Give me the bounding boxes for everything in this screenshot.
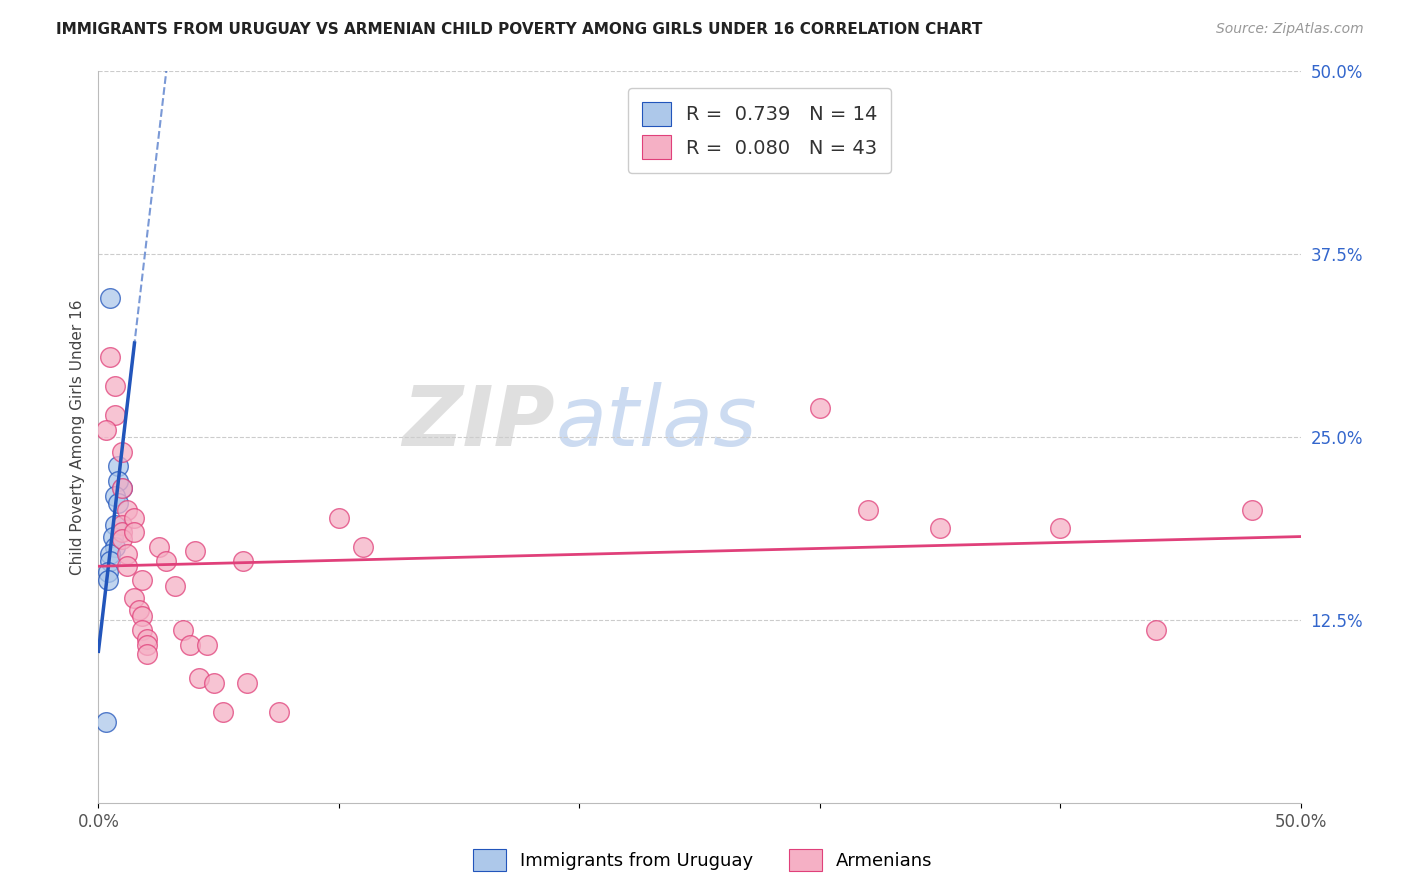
Point bbox=[100, 554, 122, 568]
Point bbox=[117, 547, 139, 561]
Point bbox=[172, 623, 194, 637]
Text: IMMIGRANTS FROM URUGUAY VS ARMENIAN CHILD POVERTY AMONG GIRLS UNDER 16 CORRELATI: IMMIGRANTS FROM URUGUAY VS ARMENIAN CHIL… bbox=[56, 22, 983, 37]
Point bbox=[111, 525, 134, 540]
Text: Source: ZipAtlas.com: Source: ZipAtlas.com bbox=[1216, 22, 1364, 37]
Point bbox=[111, 517, 134, 532]
Point bbox=[104, 489, 127, 503]
Point bbox=[232, 554, 254, 568]
Legend: Immigrants from Uruguay, Armenians: Immigrants from Uruguay, Armenians bbox=[465, 842, 941, 879]
Point bbox=[131, 574, 153, 588]
Point bbox=[94, 423, 117, 437]
Point bbox=[97, 565, 120, 579]
Point bbox=[135, 647, 157, 661]
Point bbox=[267, 705, 290, 719]
Point bbox=[236, 676, 259, 690]
Point bbox=[195, 638, 218, 652]
Point bbox=[352, 540, 374, 554]
Point bbox=[1241, 503, 1264, 517]
Point bbox=[183, 544, 205, 558]
Point bbox=[107, 459, 129, 474]
Point bbox=[94, 715, 117, 730]
Point bbox=[165, 579, 187, 593]
Point bbox=[111, 481, 134, 495]
Point bbox=[1049, 521, 1071, 535]
Point bbox=[202, 676, 225, 690]
Y-axis label: Child Poverty Among Girls Under 16: Child Poverty Among Girls Under 16 bbox=[69, 300, 84, 574]
Point bbox=[107, 496, 129, 510]
Point bbox=[124, 591, 146, 605]
Point bbox=[155, 554, 177, 568]
Point bbox=[188, 672, 211, 686]
Point bbox=[135, 638, 157, 652]
Point bbox=[179, 638, 201, 652]
Point bbox=[1144, 623, 1167, 637]
Text: atlas: atlas bbox=[555, 382, 756, 463]
Point bbox=[111, 533, 134, 547]
Point bbox=[104, 379, 127, 393]
Point bbox=[212, 705, 235, 719]
Point bbox=[100, 547, 122, 561]
Point bbox=[100, 350, 122, 364]
Point bbox=[856, 503, 879, 517]
Legend: R =  0.739   N = 14, R =  0.080   N = 43: R = 0.739 N = 14, R = 0.080 N = 43 bbox=[628, 88, 891, 173]
Point bbox=[124, 510, 146, 524]
Point bbox=[117, 503, 139, 517]
Point bbox=[104, 517, 127, 532]
Point bbox=[928, 521, 950, 535]
Point bbox=[135, 632, 157, 646]
Point bbox=[111, 481, 134, 495]
Text: ZIP: ZIP bbox=[402, 382, 555, 463]
Point bbox=[128, 603, 150, 617]
Point bbox=[131, 623, 153, 637]
Point bbox=[101, 530, 124, 544]
Point bbox=[107, 474, 129, 488]
Point bbox=[117, 558, 139, 573]
Point bbox=[148, 540, 170, 554]
Point bbox=[808, 401, 831, 415]
Point bbox=[328, 510, 350, 524]
Point bbox=[104, 408, 127, 422]
Point bbox=[100, 291, 122, 305]
Point bbox=[124, 525, 146, 540]
Point bbox=[97, 574, 120, 588]
Point bbox=[131, 608, 153, 623]
Point bbox=[111, 444, 134, 458]
Point bbox=[104, 540, 127, 554]
